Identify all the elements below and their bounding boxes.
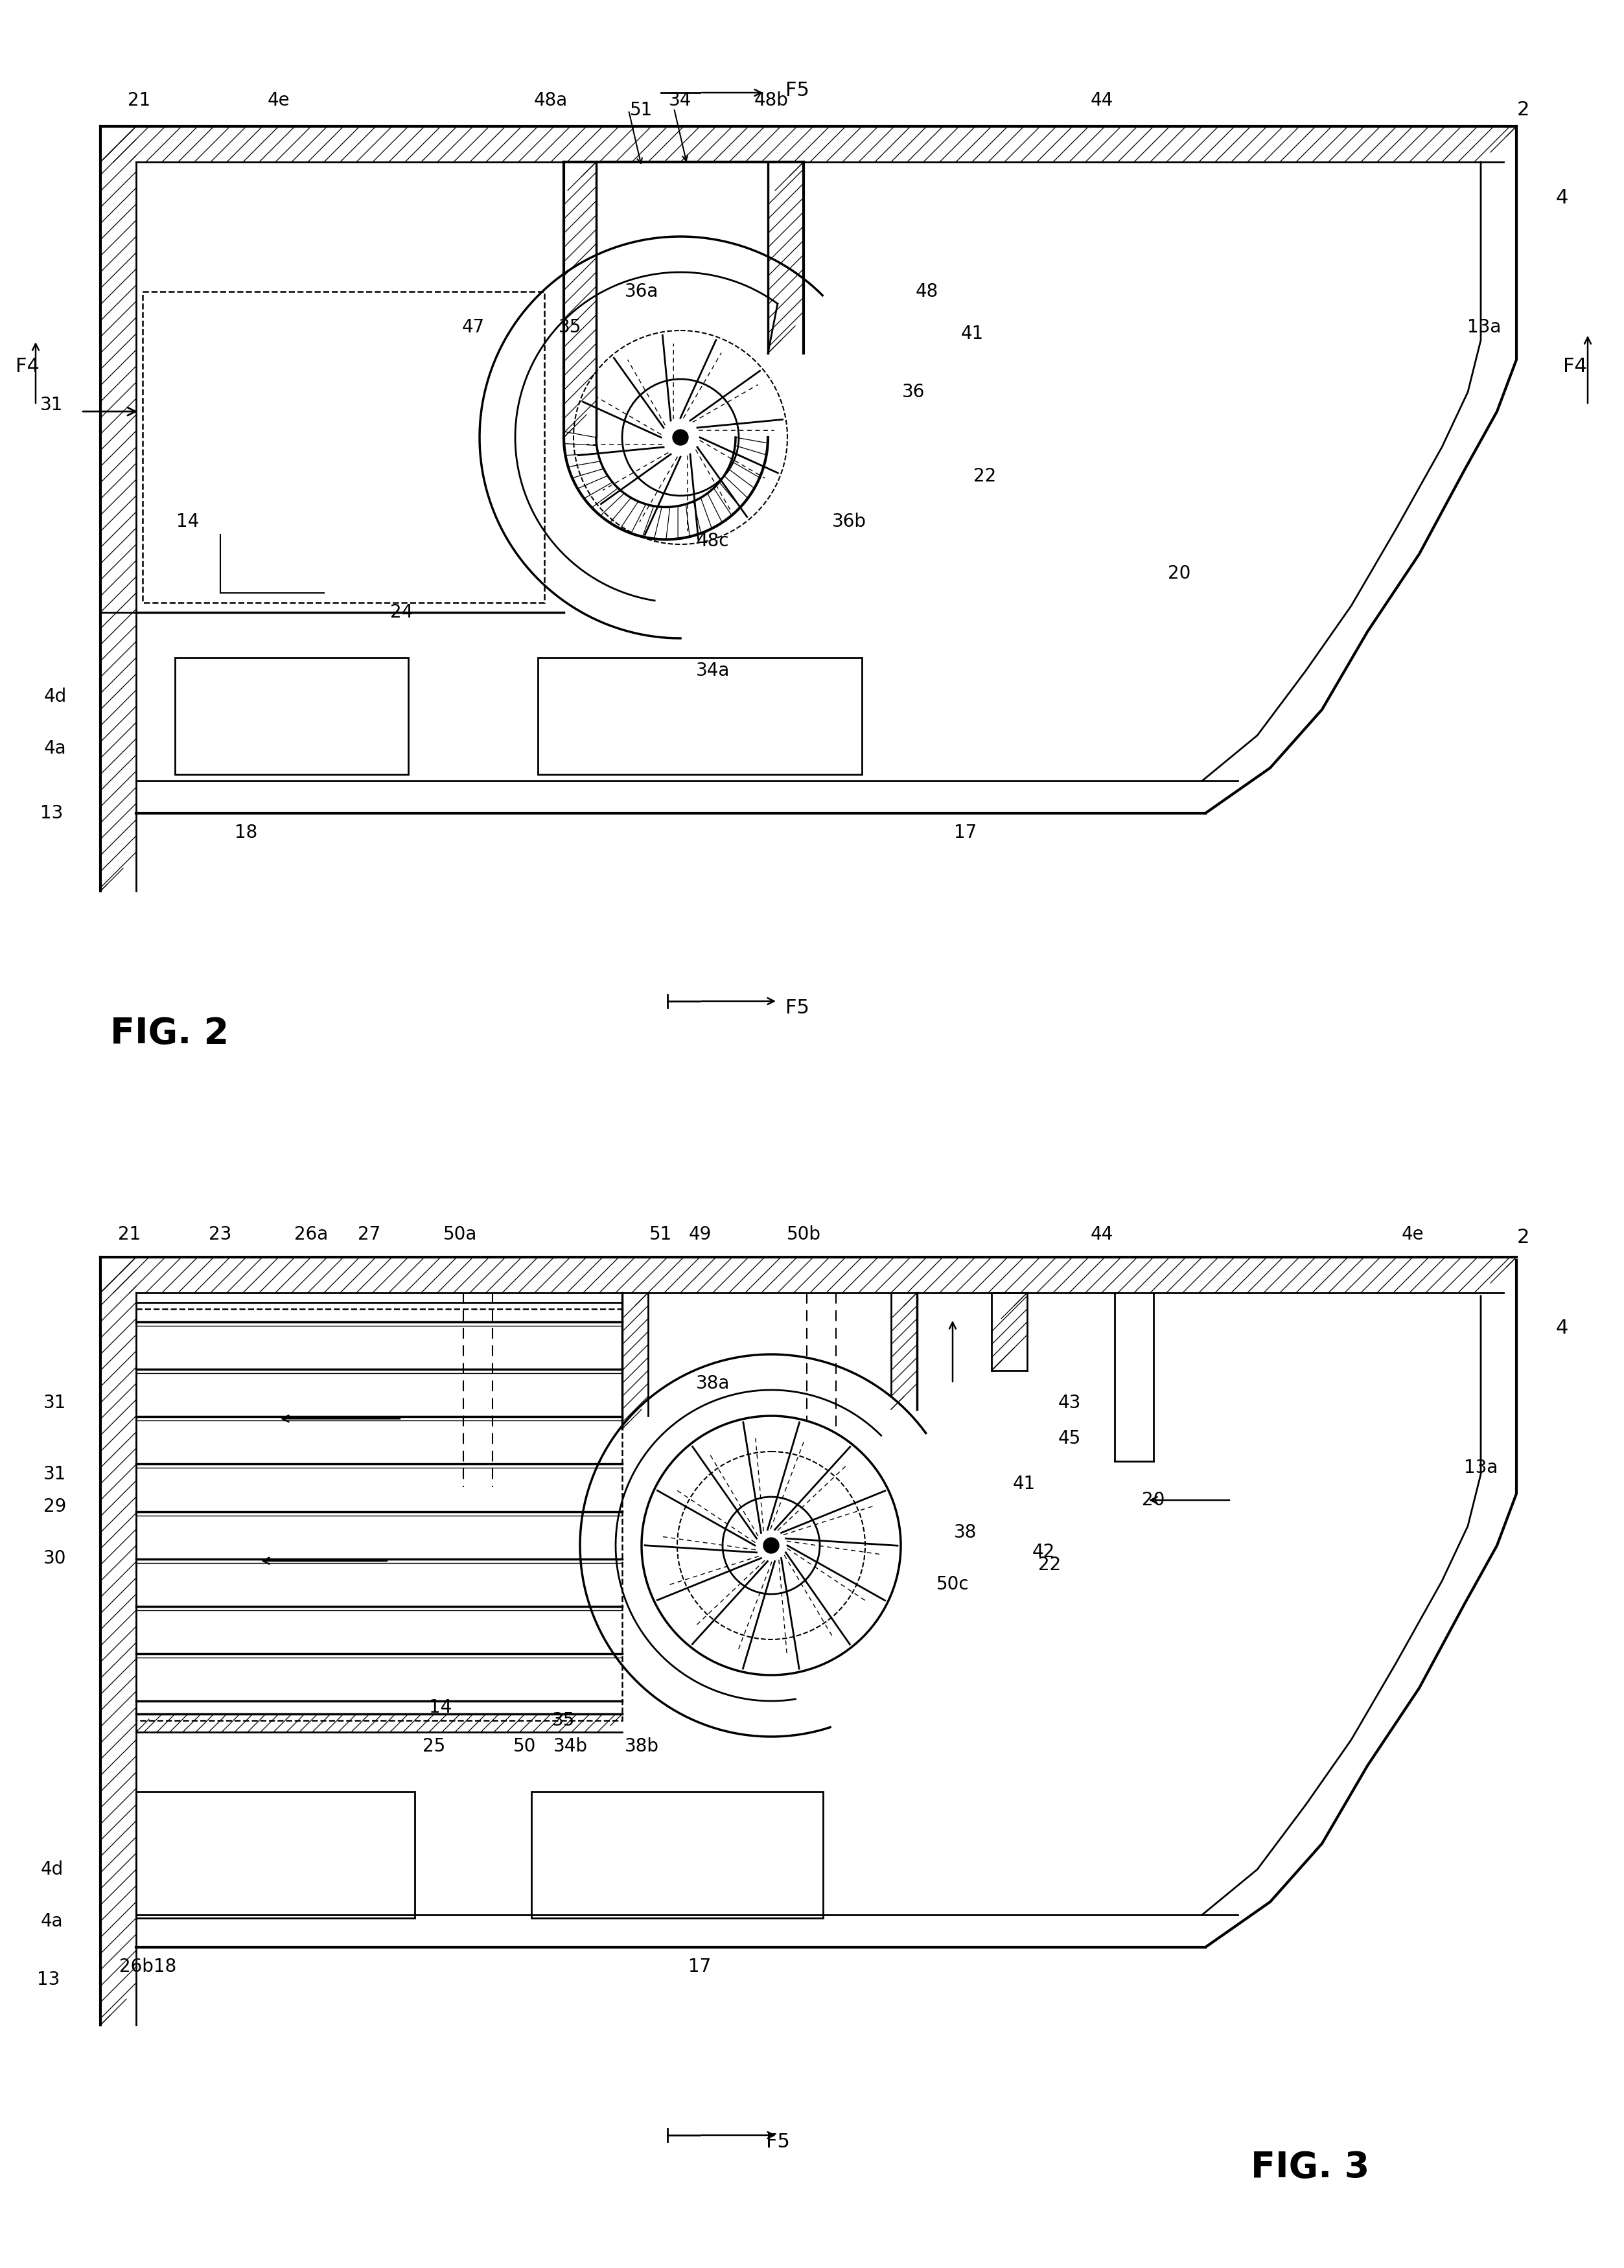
Text: 17: 17 — [689, 1957, 711, 1975]
Text: 23: 23 — [209, 1225, 232, 1243]
Text: 38b: 38b — [624, 1737, 659, 1755]
Polygon shape — [596, 161, 768, 508]
Text: 14: 14 — [429, 1699, 451, 1717]
Text: 36b: 36b — [831, 513, 866, 531]
Text: 50: 50 — [513, 1737, 536, 1755]
Text: 43: 43 — [1057, 1395, 1080, 1413]
Circle shape — [763, 1538, 780, 1554]
Text: 14: 14 — [177, 513, 200, 531]
Text: 44: 44 — [1090, 1225, 1112, 1243]
Text: 4e: 4e — [1402, 1225, 1424, 1243]
Text: F5: F5 — [784, 998, 809, 1016]
Text: 48: 48 — [916, 284, 939, 302]
Text: 22: 22 — [974, 467, 997, 485]
Text: 20: 20 — [1168, 565, 1190, 583]
Text: 4d: 4d — [41, 1860, 63, 1878]
Text: 18: 18 — [154, 1957, 177, 1975]
Text: 26b: 26b — [119, 1957, 153, 1975]
Text: 21: 21 — [128, 91, 151, 109]
Text: 50b: 50b — [786, 1225, 820, 1243]
Text: 26a: 26a — [294, 1225, 328, 1243]
Bar — [136, 1309, 622, 1721]
Text: 4: 4 — [1556, 1320, 1569, 1338]
Text: 24: 24 — [390, 603, 412, 621]
Text: 4: 4 — [1556, 188, 1569, 206]
Text: 42: 42 — [1031, 1542, 1054, 1560]
Bar — [538, 658, 862, 773]
Bar — [531, 1792, 823, 1919]
Text: 49: 49 — [689, 1225, 711, 1243]
Text: 31: 31 — [44, 1395, 67, 1413]
Text: 13a: 13a — [1466, 318, 1501, 336]
Text: 4e: 4e — [268, 91, 289, 109]
Text: 31: 31 — [44, 1465, 67, 1483]
Text: 13a: 13a — [1463, 1458, 1497, 1476]
Text: 34b: 34b — [554, 1737, 588, 1755]
Text: 38a: 38a — [695, 1374, 729, 1393]
Text: 25: 25 — [422, 1737, 445, 1755]
Text: 48a: 48a — [534, 91, 568, 109]
Bar — [136, 1792, 414, 1919]
Text: 4d: 4d — [44, 687, 67, 705]
Text: 44: 44 — [1090, 91, 1112, 109]
Text: 20: 20 — [1142, 1490, 1164, 1508]
Text: 50c: 50c — [935, 1576, 970, 1594]
Text: F5: F5 — [784, 82, 809, 100]
Text: F4: F4 — [15, 356, 39, 376]
Text: 2: 2 — [1517, 1229, 1530, 1247]
Text: 18: 18 — [235, 823, 258, 841]
Bar — [175, 658, 408, 773]
Text: F4: F4 — [1562, 356, 1587, 376]
Text: 13: 13 — [41, 805, 63, 823]
Text: 30: 30 — [44, 1549, 67, 1567]
Text: 48b: 48b — [754, 91, 788, 109]
Text: 4a: 4a — [44, 739, 67, 758]
Text: 31: 31 — [41, 397, 63, 415]
Text: 50a: 50a — [443, 1225, 477, 1243]
Text: 2: 2 — [1517, 100, 1530, 120]
Text: 4a: 4a — [41, 1912, 63, 1930]
Text: 41: 41 — [1012, 1474, 1036, 1492]
Text: FIG. 2: FIG. 2 — [110, 1016, 229, 1050]
Text: 48c: 48c — [697, 533, 729, 551]
Text: 36: 36 — [903, 383, 926, 401]
Text: 38: 38 — [955, 1524, 978, 1542]
Text: 51: 51 — [630, 102, 653, 120]
Text: 17: 17 — [955, 823, 978, 841]
Text: 36a: 36a — [625, 284, 659, 302]
Text: 22: 22 — [1038, 1556, 1060, 1574]
Text: 51: 51 — [650, 1225, 672, 1243]
Text: 34a: 34a — [695, 662, 729, 680]
Text: 35: 35 — [552, 1712, 575, 1730]
Text: 35: 35 — [559, 318, 581, 336]
Text: 47: 47 — [461, 318, 484, 336]
Bar — [143, 293, 544, 603]
Text: 45: 45 — [1057, 1429, 1080, 1447]
Text: 34: 34 — [669, 91, 692, 109]
Circle shape — [641, 1415, 901, 1676]
Circle shape — [672, 429, 689, 445]
Text: F5: F5 — [765, 2132, 789, 2150]
Text: 29: 29 — [44, 1497, 67, 1515]
Text: 41: 41 — [961, 324, 984, 342]
Text: FIG. 3: FIG. 3 — [1250, 2150, 1369, 2184]
Text: 27: 27 — [357, 1225, 380, 1243]
Text: 21: 21 — [119, 1225, 141, 1243]
Text: 13: 13 — [37, 1971, 60, 1989]
